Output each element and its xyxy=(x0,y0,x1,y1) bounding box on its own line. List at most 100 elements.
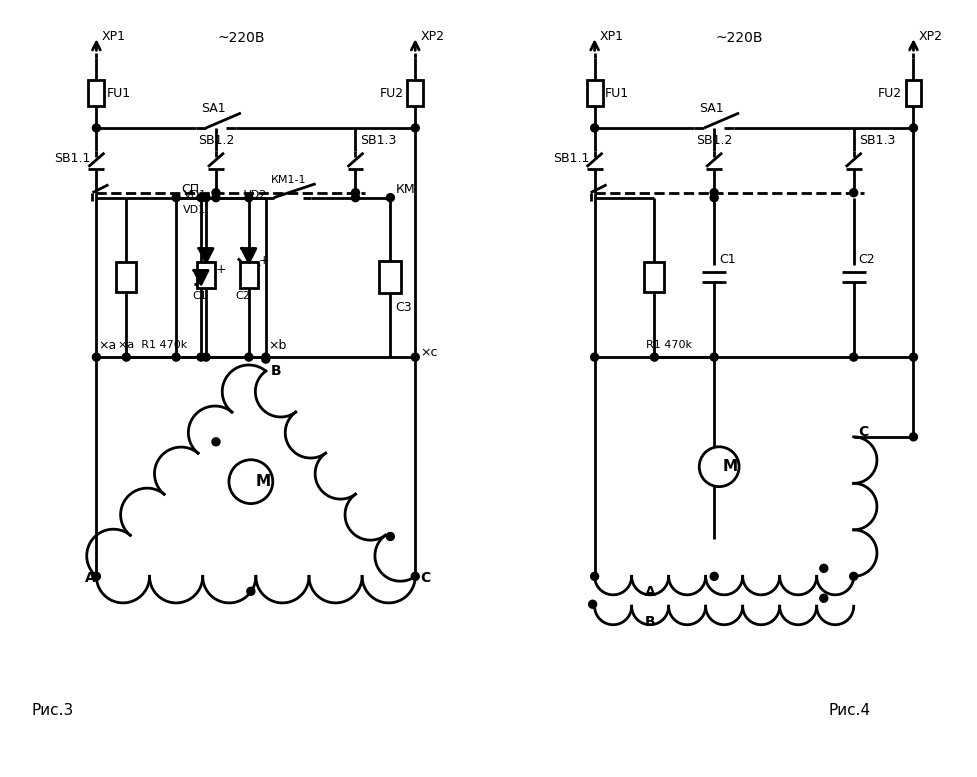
Circle shape xyxy=(351,189,360,197)
Circle shape xyxy=(196,353,205,361)
Text: A: A xyxy=(644,585,655,599)
Circle shape xyxy=(909,353,916,361)
Bar xyxy=(88,80,105,106)
Text: SA1: SA1 xyxy=(699,102,723,114)
Circle shape xyxy=(229,460,273,503)
Text: C2: C2 xyxy=(858,253,874,266)
Circle shape xyxy=(699,447,739,486)
Text: Рис.4: Рис.4 xyxy=(828,703,870,719)
Circle shape xyxy=(202,353,210,361)
Circle shape xyxy=(262,355,270,363)
Text: VD1: VD1 xyxy=(183,204,206,214)
Text: SB1.2: SB1.2 xyxy=(696,134,732,148)
Text: M: M xyxy=(721,459,737,474)
Text: ×c: ×c xyxy=(420,346,438,359)
Circle shape xyxy=(709,353,717,361)
Text: ×a  R1 470k: ×a R1 470k xyxy=(118,340,188,350)
Circle shape xyxy=(590,573,598,580)
Circle shape xyxy=(819,594,827,602)
Circle shape xyxy=(122,353,130,361)
Text: C1: C1 xyxy=(191,291,206,301)
Circle shape xyxy=(709,189,717,197)
Text: SB1.3: SB1.3 xyxy=(361,134,397,148)
Text: C: C xyxy=(858,425,868,439)
Bar xyxy=(586,80,602,106)
Circle shape xyxy=(196,193,205,202)
Text: Рис.3: Рис.3 xyxy=(31,703,74,719)
Text: VD1: VD1 xyxy=(184,190,207,200)
Circle shape xyxy=(909,124,916,132)
Text: FU1: FU1 xyxy=(604,86,628,99)
Text: +: + xyxy=(259,254,270,267)
Text: C: C xyxy=(420,571,430,585)
Bar xyxy=(116,263,136,292)
Circle shape xyxy=(849,353,857,361)
Text: SB1.3: SB1.3 xyxy=(858,134,894,148)
Text: B: B xyxy=(644,615,655,629)
Bar xyxy=(406,80,423,106)
Polygon shape xyxy=(241,249,256,263)
Circle shape xyxy=(202,193,210,202)
Text: SA1: SA1 xyxy=(201,102,226,114)
Text: FU2: FU2 xyxy=(876,86,901,99)
Text: ×b: ×b xyxy=(268,339,286,352)
Text: SB1.1: SB1.1 xyxy=(55,152,91,166)
Circle shape xyxy=(411,353,419,361)
Text: C1: C1 xyxy=(718,253,735,266)
Polygon shape xyxy=(193,270,208,284)
Circle shape xyxy=(244,193,253,202)
Circle shape xyxy=(212,437,220,446)
Circle shape xyxy=(590,353,598,361)
Circle shape xyxy=(386,532,394,541)
Circle shape xyxy=(262,353,270,361)
Circle shape xyxy=(351,193,360,202)
Text: XP1: XP1 xyxy=(599,30,623,43)
Circle shape xyxy=(386,193,394,202)
Bar xyxy=(905,80,920,106)
Text: XP2: XP2 xyxy=(917,30,942,43)
Circle shape xyxy=(588,601,596,608)
Circle shape xyxy=(172,193,180,202)
Circle shape xyxy=(819,564,827,573)
Text: VD2: VD2 xyxy=(243,190,267,200)
Circle shape xyxy=(650,353,658,361)
Circle shape xyxy=(212,189,220,197)
Circle shape xyxy=(212,193,220,202)
Circle shape xyxy=(709,573,717,580)
Bar xyxy=(239,263,258,288)
Bar xyxy=(379,261,401,294)
Text: XP1: XP1 xyxy=(102,30,125,43)
Bar xyxy=(196,263,215,288)
Circle shape xyxy=(709,193,717,202)
Text: C2: C2 xyxy=(234,291,249,301)
Text: ~220В: ~220В xyxy=(714,31,762,45)
Text: ×a: ×a xyxy=(99,339,116,352)
Circle shape xyxy=(244,353,253,361)
Circle shape xyxy=(93,124,101,132)
Text: КМ: КМ xyxy=(395,183,414,197)
Circle shape xyxy=(411,573,419,580)
Bar xyxy=(644,263,663,292)
Circle shape xyxy=(93,573,101,580)
Text: +: + xyxy=(216,263,227,276)
Text: SB1.2: SB1.2 xyxy=(197,134,234,148)
Circle shape xyxy=(590,124,598,132)
Text: C3: C3 xyxy=(395,301,411,314)
Text: A: A xyxy=(84,571,95,585)
Circle shape xyxy=(172,353,180,361)
Circle shape xyxy=(849,573,857,580)
Text: SB1.1: SB1.1 xyxy=(552,152,588,166)
Text: B: B xyxy=(271,364,281,378)
Circle shape xyxy=(909,433,916,441)
Polygon shape xyxy=(199,249,213,263)
Text: XP2: XP2 xyxy=(420,30,444,43)
Circle shape xyxy=(93,353,101,361)
Text: FU1: FU1 xyxy=(106,86,130,99)
Text: ~220В: ~220В xyxy=(217,31,265,45)
Text: КМ1-1: КМ1-1 xyxy=(271,175,306,185)
Circle shape xyxy=(246,587,255,595)
Text: СП: СП xyxy=(181,183,199,197)
Circle shape xyxy=(411,124,419,132)
Circle shape xyxy=(849,189,857,197)
Text: M: M xyxy=(256,474,271,490)
